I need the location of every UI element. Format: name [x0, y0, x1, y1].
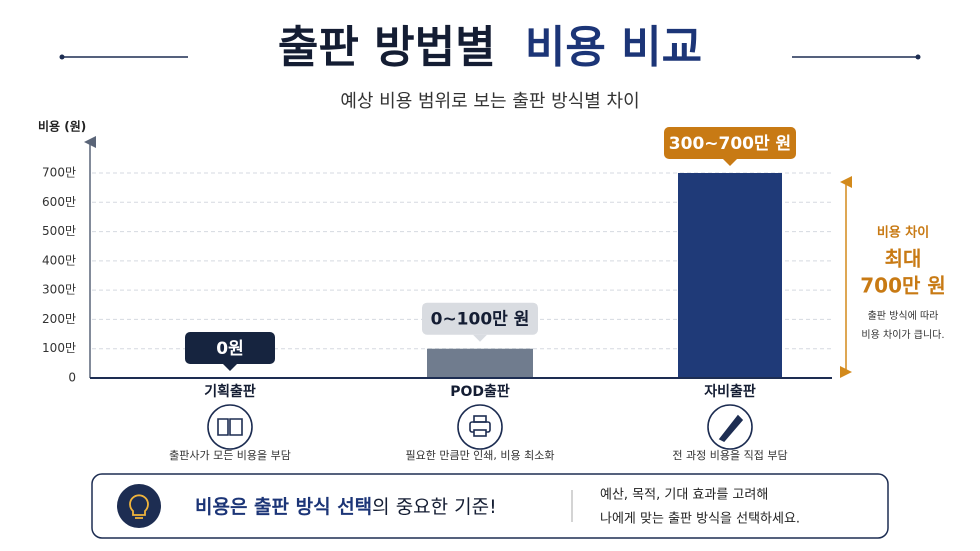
- value-label-box: [185, 332, 275, 364]
- bulb-glyph: [129, 494, 149, 519]
- annotation-heading: 비용 차이: [877, 225, 929, 241]
- value-label-pointer: [223, 364, 237, 371]
- banner: [91, 473, 889, 539]
- chart-title: 출판 방법별 비용 비교: [278, 22, 702, 73]
- y-axis-label: 비용 (원): [38, 119, 86, 134]
- category-description: 전 과정 비용을 직접 부담: [672, 449, 787, 462]
- title-decoration: [59, 54, 921, 60]
- annotation-note: 출판 방식에 따라: [868, 310, 939, 322]
- value-label-box: [664, 127, 796, 159]
- banner-detail: 나에게 맞는 출판 방식을 선택하세요.: [600, 512, 800, 527]
- y-tick-label: 400만: [42, 253, 76, 267]
- annotation-emphasis: 최대: [885, 247, 922, 271]
- banner-detail: 예산, 목적, 기대 효과를 고려해: [600, 488, 768, 503]
- annotation-emphasis: 700만 원: [860, 274, 946, 298]
- y-tick-label: 700만: [42, 166, 76, 180]
- y-tick-label: 100만: [42, 341, 76, 355]
- y-tick-label: 500만: [42, 224, 76, 238]
- bar: [678, 173, 782, 378]
- annotation-note: 비용 차이가 큽니다.: [861, 329, 944, 341]
- title-part: 비용 비교: [525, 22, 702, 73]
- headline-part: 의 중요한 기준!: [372, 496, 497, 518]
- category-description: 필요한 만큼만 인쇄, 비용 최소화: [405, 449, 554, 462]
- value-label-pointer: [473, 334, 487, 342]
- value-label: 300~700만 원: [669, 134, 791, 154]
- value-label: 0~100만 원: [431, 310, 530, 330]
- title-part: 출판 방법별: [278, 22, 496, 73]
- headline-part: 비용은 출판 방식 선택: [195, 496, 372, 518]
- value-label-box: [422, 302, 538, 335]
- category-description: 출판사가 모든 비용을 부담: [169, 449, 291, 462]
- value-label-pointer: [723, 159, 737, 166]
- bulb-icon: [117, 484, 161, 528]
- x-tick-label: 자비출판: [704, 383, 756, 400]
- subtitle: 예상 비용 범위로 보는 출판 방식별 차이: [340, 91, 639, 112]
- value-label: 0원: [216, 339, 243, 359]
- y-tick-label: 300만: [42, 283, 76, 297]
- bar: [427, 348, 533, 378]
- y-tick-label: 600만: [42, 195, 76, 209]
- y-tick-label: 200만: [42, 312, 76, 326]
- y-tick-label: 0: [68, 371, 76, 385]
- icon: [207, 404, 753, 450]
- x-tick-label: 기획출판: [204, 383, 256, 400]
- banner-headline: 비용은 출판 방식 선택의 중요한 기준!: [195, 496, 497, 518]
- x-tick-label: POD출판: [450, 383, 510, 400]
- plot: 0 100만 200만 300만 400만 500만 600만 700만 0원 0~100만 원 3…: [42, 127, 832, 385]
